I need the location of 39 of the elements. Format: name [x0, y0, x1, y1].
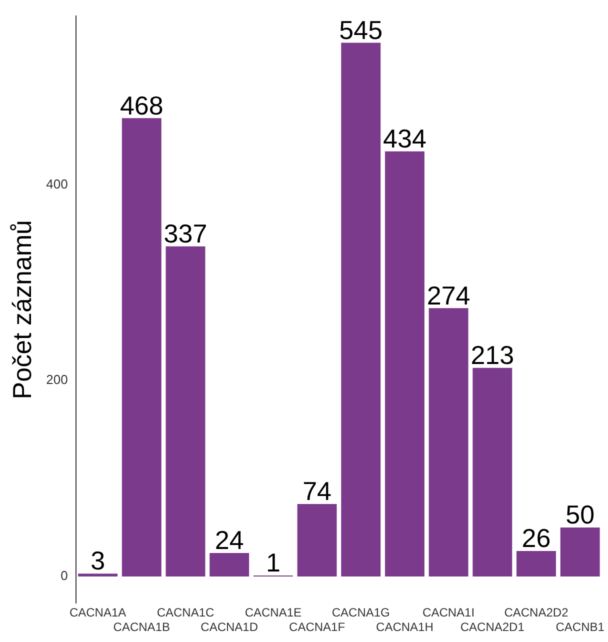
bar [472, 368, 512, 577]
x-tick-label: CACNA1H [376, 620, 434, 634]
x-tick-label: CACNA2D2 [504, 606, 569, 620]
x-tick-label: CACNA1E [244, 606, 302, 620]
data-label: 26 [522, 523, 551, 554]
y-tick-label: 400 [46, 176, 68, 192]
bar [78, 574, 118, 577]
data-label: 1 [266, 548, 280, 578]
data-label: 468 [120, 90, 164, 120]
data-label: 74 [302, 476, 332, 506]
bar [166, 246, 206, 577]
bar [560, 528, 600, 577]
y-tick-label: 200 [46, 372, 68, 388]
y-axis-title: Počet záznamů [6, 220, 37, 400]
bar [122, 118, 162, 577]
data-label: 213 [470, 340, 514, 370]
y-tick-label: 0 [60, 568, 68, 584]
bar [428, 308, 468, 577]
bar [210, 553, 250, 577]
data-label: 274 [426, 280, 470, 310]
x-tick-label: CACNB1 [556, 620, 605, 634]
data-label: 434 [383, 124, 426, 154]
x-tick-label: CACNA1G [332, 606, 390, 620]
x-tick-label: CACNA1C [156, 606, 214, 620]
bar [516, 551, 556, 577]
data-label: 3 [90, 546, 106, 576]
bar [297, 504, 337, 577]
x-tick-label: CACNA1B [113, 620, 170, 634]
data-label: 24 [214, 525, 244, 556]
x-tick-label: CACNA2D1 [460, 620, 525, 634]
data-label: 50 [566, 500, 595, 530]
data-label: 545 [339, 14, 383, 45]
bar [341, 42, 381, 577]
x-tick-label: CACNA1A [69, 606, 126, 620]
x-tick-label: CACNA1I [422, 606, 475, 620]
bar [384, 151, 424, 577]
data-label: 337 [164, 218, 208, 249]
x-tick-label: CACNA1D [200, 620, 258, 634]
x-tick-label: CACNA1F [289, 620, 346, 634]
